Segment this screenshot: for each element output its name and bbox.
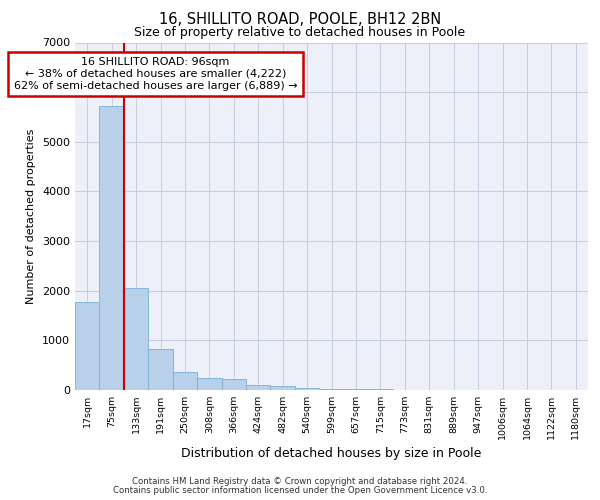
Bar — [271, 386, 295, 390]
Bar — [173, 372, 197, 390]
X-axis label: Distribution of detached houses by size in Poole: Distribution of detached houses by size … — [181, 448, 482, 460]
Bar — [319, 389, 344, 390]
Bar — [100, 106, 124, 390]
Text: Contains public sector information licensed under the Open Government Licence v3: Contains public sector information licen… — [113, 486, 487, 495]
Text: Size of property relative to detached houses in Poole: Size of property relative to detached ho… — [134, 26, 466, 39]
Bar — [221, 379, 246, 390]
Bar — [295, 388, 319, 390]
Bar — [75, 302, 100, 390]
Bar — [197, 378, 221, 390]
Bar — [368, 388, 392, 390]
Y-axis label: Number of detached properties: Number of detached properties — [26, 128, 37, 304]
Text: 16 SHILLITO ROAD: 96sqm
← 38% of detached houses are smaller (4,222)
62% of semi: 16 SHILLITO ROAD: 96sqm ← 38% of detache… — [14, 58, 298, 90]
Text: Contains HM Land Registry data © Crown copyright and database right 2024.: Contains HM Land Registry data © Crown c… — [132, 478, 468, 486]
Bar — [148, 350, 173, 390]
Bar — [124, 288, 148, 390]
Bar — [246, 384, 271, 390]
Text: 16, SHILLITO ROAD, POOLE, BH12 2BN: 16, SHILLITO ROAD, POOLE, BH12 2BN — [159, 12, 441, 28]
